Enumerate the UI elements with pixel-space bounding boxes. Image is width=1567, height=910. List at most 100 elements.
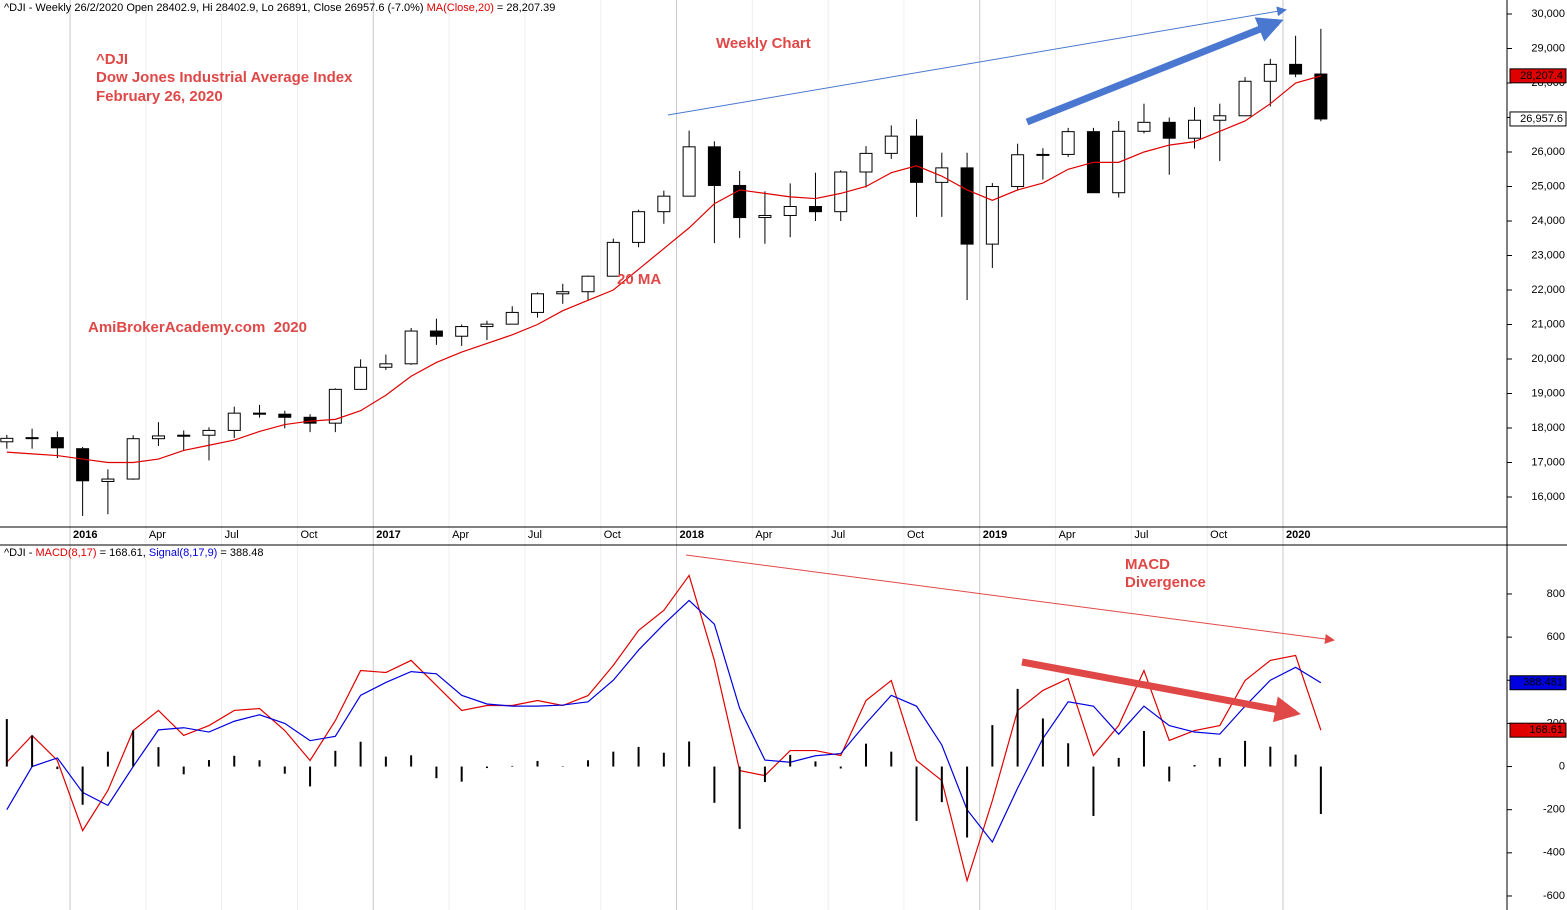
histogram-bar xyxy=(157,747,160,767)
candle-body xyxy=(354,366,368,390)
histogram-bar xyxy=(966,766,969,838)
candle-body xyxy=(1238,80,1252,117)
year-grid xyxy=(69,0,1284,910)
histogram-bar xyxy=(890,751,893,767)
candle-body xyxy=(151,435,165,440)
histogram-bar xyxy=(207,760,210,767)
candle-body xyxy=(505,311,519,325)
y-tick-label: -600 xyxy=(1543,890,1565,902)
histogram-bar xyxy=(587,760,590,767)
series-name: MA(Close,20) xyxy=(427,2,494,14)
histogram-bar xyxy=(865,743,868,767)
y-tick-label: 0 xyxy=(1559,760,1565,772)
title-text: ^DJI - Weekly 26/2/2020 Open 28402.9, Hi… xyxy=(4,2,427,14)
candle-body xyxy=(202,429,216,436)
y-tick-label: 25,000 xyxy=(1531,180,1565,192)
panel-title: ^DJI - MACD(8,17) = 168.61, Signal(8,17,… xyxy=(4,547,264,559)
trend-arrow xyxy=(667,6,1287,116)
candle-body xyxy=(808,206,822,213)
histogram-bar xyxy=(182,766,185,775)
histogram-bar xyxy=(1319,766,1322,814)
histogram-bar xyxy=(410,755,413,767)
candle-body xyxy=(1011,154,1025,188)
histogram-bar xyxy=(485,766,488,769)
candle-body xyxy=(101,478,115,482)
candle-body xyxy=(328,388,342,424)
x-tick-label: Oct xyxy=(300,529,317,541)
histogram-bar xyxy=(688,741,691,767)
x-tick-label: 2019 xyxy=(983,529,1007,541)
y-tick-label: 20,000 xyxy=(1531,353,1565,365)
candle-body xyxy=(177,434,191,437)
candle-body xyxy=(1289,63,1303,75)
histogram-bar xyxy=(940,766,943,803)
histogram-bar xyxy=(1218,757,1221,767)
candle-body xyxy=(556,291,570,295)
annotation: AmiBrokerAcademy.com 2020 xyxy=(88,319,307,336)
histogram-bar xyxy=(536,760,539,767)
y-tick-label: 800 xyxy=(1547,588,1565,600)
series-readout: = 168.61, xyxy=(97,547,149,559)
histogram-bar xyxy=(81,766,84,805)
histogram-bar xyxy=(309,766,312,787)
y-tick-label: 29,000 xyxy=(1531,42,1565,54)
histogram-bar xyxy=(612,751,615,767)
histogram-bar xyxy=(233,755,236,767)
y-tick-label: 22,000 xyxy=(1531,284,1565,296)
candle-body xyxy=(707,146,721,186)
candle-body xyxy=(25,437,39,440)
histogram-bar xyxy=(359,741,362,767)
y-tick-label: 17,000 xyxy=(1531,456,1565,468)
histogram-bar xyxy=(1168,766,1171,782)
y-tick-label: 19,000 xyxy=(1531,387,1565,399)
chart-title: ^DJI - Weekly 26/2/2020 Open 28402.9, Hi… xyxy=(4,2,555,14)
candle-body xyxy=(682,146,696,197)
histogram-bar xyxy=(1117,757,1120,767)
last-value-box xyxy=(1509,68,1567,84)
annotation: Weekly Chart xyxy=(716,35,811,52)
y-tick-label: 18,000 xyxy=(1531,422,1565,434)
last-value-label: 28,207.4 xyxy=(1520,70,1563,82)
candle-body xyxy=(960,167,974,245)
histogram-bar xyxy=(511,765,514,767)
candle-body xyxy=(1036,153,1050,156)
trend-arrow xyxy=(1021,658,1301,723)
histogram-bar xyxy=(258,760,261,767)
y-tick-label: 23,000 xyxy=(1531,249,1565,261)
marks xyxy=(0,28,1328,883)
candle-body xyxy=(0,437,14,443)
x-tick-label: Jul xyxy=(528,529,542,541)
title-readout: = 28,207.39 xyxy=(494,2,555,14)
candle-body xyxy=(1061,131,1075,155)
trend-arrow xyxy=(1025,17,1284,126)
series-name: MACD(8,17) xyxy=(35,547,96,559)
candle-body xyxy=(859,152,873,173)
x-tick-label: Apr xyxy=(755,529,772,541)
candle-body xyxy=(632,211,646,243)
last-value-label: 388.481 xyxy=(1523,677,1563,689)
candle-body xyxy=(126,438,140,480)
candle-body xyxy=(1314,73,1328,120)
histogram-bar xyxy=(713,766,716,803)
candle-body xyxy=(455,326,469,337)
series-name: Signal(8,17,9) xyxy=(149,547,218,559)
candle-body xyxy=(910,135,924,183)
x-tick-label: 2016 xyxy=(73,529,97,541)
histogram-bar xyxy=(991,725,994,767)
annotation: MACD xyxy=(1125,556,1170,573)
y-tick-label: 16,000 xyxy=(1531,491,1565,503)
candle-body xyxy=(935,167,949,183)
last-value-box xyxy=(1509,111,1567,127)
x-tick-label: 2018 xyxy=(680,529,704,541)
annotation: February 26, 2020 xyxy=(96,88,223,105)
x-tick-label: Jul xyxy=(225,529,239,541)
candle-body xyxy=(227,412,241,431)
histogram-bar xyxy=(1294,754,1297,767)
annotation: 20 MA xyxy=(617,271,661,288)
x-tick-label: Apr xyxy=(1059,529,1076,541)
candle-body xyxy=(530,293,544,313)
histogram-bar xyxy=(1193,765,1196,767)
histogram-bar xyxy=(460,766,463,782)
histogram-bar xyxy=(738,766,741,829)
candle-body xyxy=(985,186,999,245)
